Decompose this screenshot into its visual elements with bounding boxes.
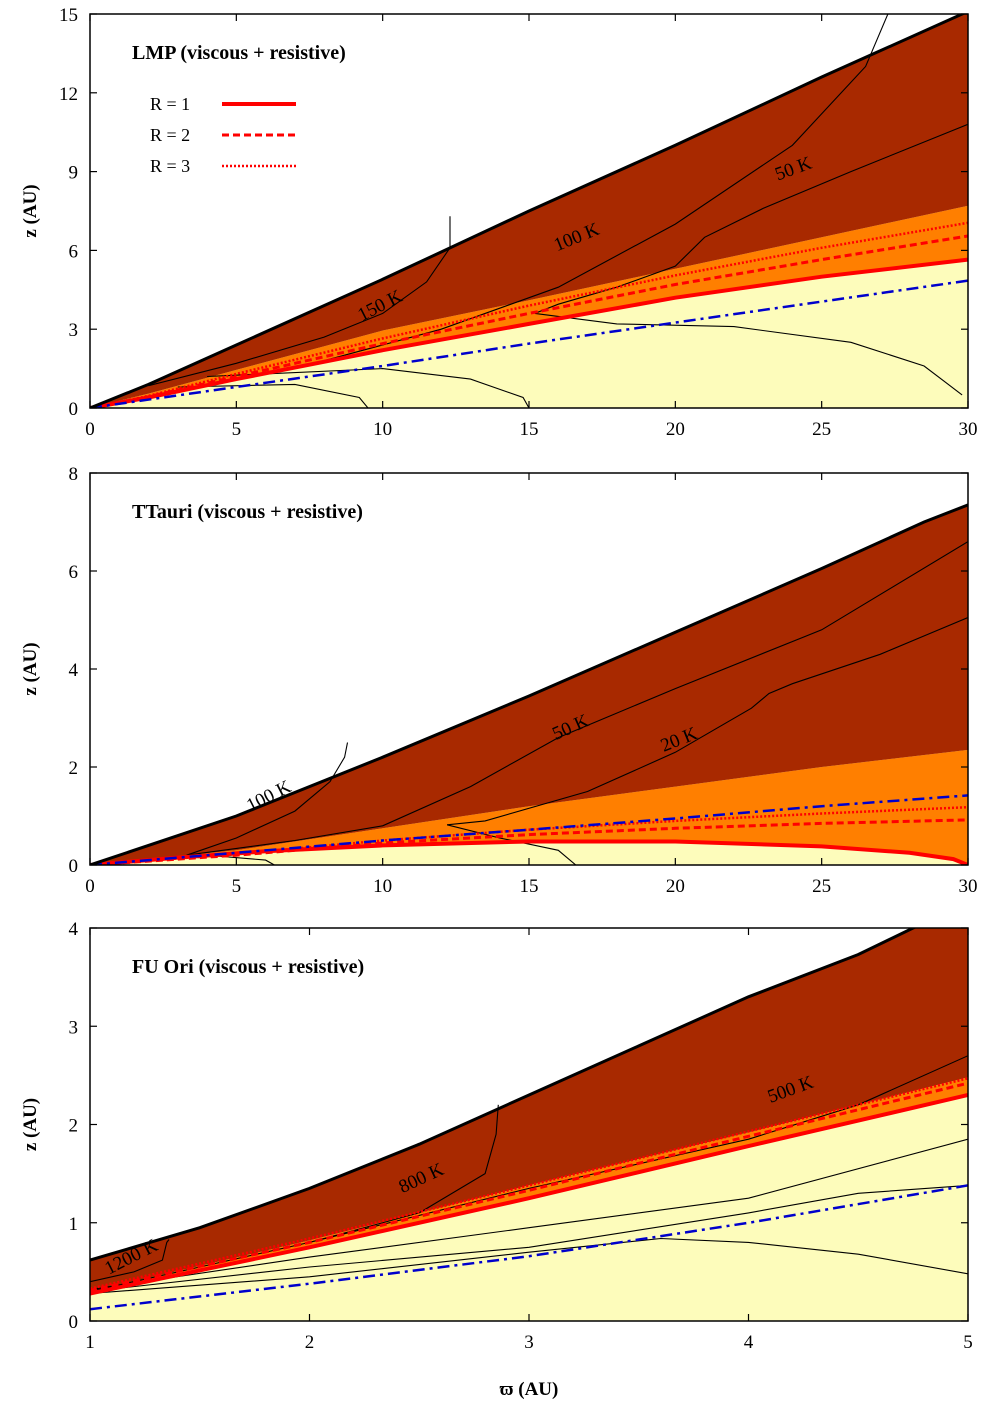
panel3-x-tick-label-4: 5: [963, 1332, 973, 1353]
panel1-legend: R = 1 R = 2 R = 3: [150, 94, 296, 176]
panel2-outside-region: [90, 473, 968, 865]
panel-2: 100 K50 K 20 K 0 5 10 15 20 25 30 0 2 4 6 8 z (AU) TTau…: [20, 464, 978, 897]
panel2-contour-line-1: [186, 742, 349, 856]
panel2-r-curve-2: [90, 818, 968, 865]
panel3-y-axis-label: z (AU): [20, 1098, 41, 1151]
panel1-r-curve-3: [90, 221, 968, 408]
panel2-y-tick-label-0: 0: [69, 856, 79, 877]
panel1-y-tick-label-1: 3: [69, 320, 79, 341]
panel2-x-tick-label-6: 30: [959, 876, 978, 897]
panel1-contour-line-5: [207, 368, 530, 408]
panel1-x-tick-label-1: 5: [232, 419, 242, 440]
panel3-y-tick-label-1: 1: [69, 1214, 79, 1235]
panel3-y-tick-label-4: 4: [69, 919, 79, 940]
panel1-x-tick-label-5: 25: [812, 419, 831, 440]
panel2-disk-surface-line: [90, 503, 968, 865]
x-axis-label: ϖ (AU): [500, 1379, 559, 1400]
panel2-x-tick-label-2: 10: [373, 876, 392, 897]
panel1-x-tick-label-0: 0: [85, 419, 95, 440]
panel1-y-axis-label: z (AU): [20, 184, 41, 237]
panel3-contour-line-6: [90, 1237, 968, 1295]
panel3-outside-region: [90, 928, 914, 1261]
panel3-x-tick-label-0: 1: [85, 1332, 95, 1353]
panel1-contour-line-2: [177, 14, 889, 393]
panel1-y-tick-label-5: 15: [59, 5, 78, 26]
panel1-x-tick-label-4: 20: [666, 419, 685, 440]
panel2-x-tick-label-4: 20: [666, 876, 685, 897]
panel2-x-tick-label-3: 15: [520, 876, 539, 897]
panel1-contour-line-4: [534, 312, 963, 396]
panel3-y-tick-label-0: 0: [69, 1312, 79, 1333]
panel2-r-curve-3: [90, 805, 968, 865]
panel1-legend-label-2: R = 2: [150, 125, 190, 145]
panel1-y-tick-label-4: 12: [59, 84, 78, 105]
panel2-active-layer-region: [90, 749, 968, 865]
panel1-contour-line-6: [177, 383, 369, 408]
panel1-contour-line-3: [534, 123, 968, 314]
panel1-y-tick-label-3: 9: [69, 163, 79, 184]
panel3-y-tick-label-3: 3: [69, 1017, 79, 1038]
panel1-x-tick-label-2: 10: [373, 419, 392, 440]
panel3-contour-line-1: [90, 1239, 170, 1283]
panel3-dash-dot-line: [90, 1184, 968, 1311]
panel1-title: LMP (viscous + resistive): [132, 42, 346, 64]
panel3-x-tick-label-1: 2: [305, 1332, 315, 1353]
panel2-x-tick-label-0: 0: [85, 876, 95, 897]
panel1-y-tick-label-2: 6: [69, 241, 79, 262]
panel1-disk-surface-line: [90, 14, 966, 408]
panel3-y-tick-label-2: 2: [69, 1116, 79, 1137]
panel2-y-tick-label-2: 4: [69, 660, 79, 681]
panel2-y-tick-label-4: 8: [69, 464, 79, 485]
panel1-x-tick-label-3: 15: [520, 419, 539, 440]
panel2-contour-line-4: [446, 824, 577, 865]
panel3-contour-line-5: [90, 1184, 968, 1293]
panel2-y-tick-label-3: 6: [69, 562, 79, 583]
panel2-contour-line-3: [447, 616, 968, 826]
panel2-plot-area: 100 K50 K 20 K: [90, 473, 968, 865]
panel3-r-curve-3: [90, 1077, 968, 1290]
panel3-disk-surface-line: [90, 928, 917, 1262]
panel2-title: TTauri (viscous + resistive): [132, 501, 363, 523]
panel2-active-upper-region: [90, 504, 968, 865]
panel3-contour-line-4: [90, 1138, 968, 1291]
panel1-r-curve-2: [90, 234, 968, 408]
panel2-dash-dot-line: [90, 794, 968, 865]
panel3-r-curve-1: [90, 1093, 968, 1296]
panel3-title: FU Ori (viscous + resistive): [132, 956, 364, 978]
panel2-contour-line-2: [186, 541, 968, 856]
panel3-r-curve-2: [90, 1081, 968, 1292]
panel1-legend-label-1: R = 1: [150, 94, 190, 114]
panel3-active-upper-region: [90, 928, 968, 1292]
panel1-x-tick-label-6: 30: [959, 419, 978, 440]
panel3-x-tick-label-3: 4: [744, 1332, 754, 1353]
panel3-x-tick-label-2: 3: [524, 1332, 534, 1353]
panel2-x-tick-label-1: 5: [232, 876, 242, 897]
panel1-y-tick-label-0: 0: [69, 399, 79, 420]
panel1-r-curve-1: [90, 257, 968, 408]
panel1-dash-dot-line: [90, 279, 968, 408]
panel1-legend-label-3: R = 3: [150, 156, 190, 176]
panel2-y-tick-label-1: 2: [69, 758, 79, 779]
panel2-y-axis-label: z (AU): [20, 642, 41, 695]
panel2-x-tick-label-5: 25: [812, 876, 831, 897]
